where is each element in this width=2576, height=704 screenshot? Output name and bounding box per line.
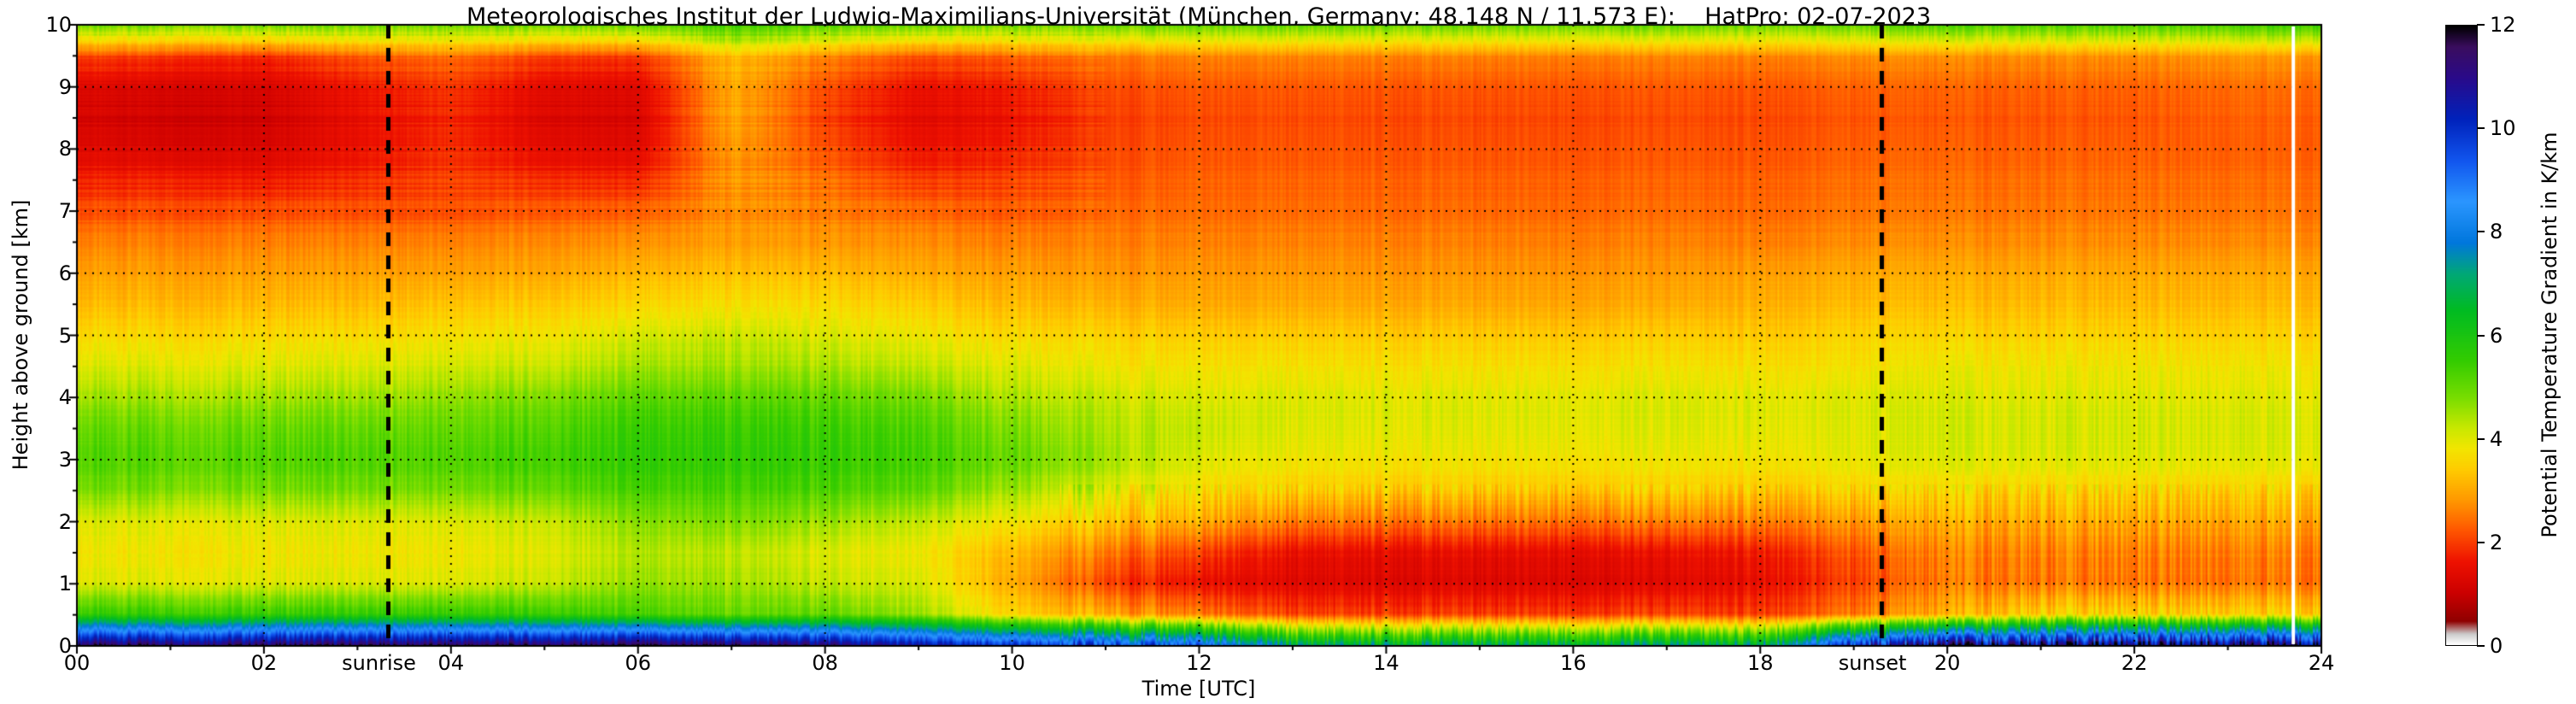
- colorbar: [2445, 25, 2478, 646]
- x-tick-label: 18: [1746, 651, 1774, 675]
- y-tick-label: 9: [58, 74, 72, 99]
- x-tick-label: 02: [250, 651, 278, 675]
- colorbar-tick-label: 2: [2490, 530, 2503, 554]
- colorbar-tick-label: 8: [2490, 220, 2503, 244]
- x-tick-label: 16: [1560, 651, 1587, 675]
- x-tick-label: 10: [999, 651, 1025, 675]
- x-tick-label: 06: [625, 651, 652, 675]
- x-tick-label: 20: [1933, 651, 1961, 675]
- colorbar-tick-mark: [2477, 334, 2485, 337]
- heatmap-plot: [67, 15, 2332, 656]
- grid-overlay-canvas: [67, 15, 2332, 656]
- y-tick-label: 3: [58, 447, 72, 472]
- colorbar-tick-label: 0: [2490, 634, 2503, 658]
- colorbar-tick-mark: [2477, 231, 2485, 233]
- y-tick-label: 4: [58, 385, 72, 410]
- x-tick-label: 22: [2121, 651, 2148, 675]
- y-tick-label: 8: [58, 137, 72, 161]
- y-axis-label: Height above ground [km]: [9, 199, 32, 471]
- y-tick-label: 6: [58, 261, 72, 285]
- colorbar-tick-mark: [2477, 541, 2485, 543]
- y-tick-label: 0: [58, 634, 72, 658]
- y-tick-label: 1: [58, 572, 72, 596]
- x-tick-label: 12: [1186, 651, 1212, 675]
- colorbar-tick-mark: [2477, 437, 2485, 440]
- x-tick-label: 04: [437, 651, 465, 675]
- colorbar-tick-mark: [2477, 24, 2485, 26]
- colorbar-tick-label: 4: [2490, 426, 2503, 451]
- colorbar-label: Potential Temperature Gradient in K/km: [2538, 132, 2561, 538]
- x-tick-label: 24: [2308, 651, 2335, 675]
- x-tick-label: 14: [1373, 651, 1399, 675]
- sunrise-label: sunrise: [342, 651, 416, 675]
- colorbar-tick-mark: [2477, 645, 2485, 647]
- x-tick-label: 08: [812, 651, 838, 675]
- y-tick-label: 7: [58, 199, 72, 224]
- colorbar-tick-mark: [2477, 127, 2485, 130]
- colorbar-tick-label: 10: [2490, 116, 2516, 141]
- y-tick-label: 10: [45, 13, 72, 37]
- y-tick-label: 5: [58, 323, 72, 348]
- x-tick-label: 00: [63, 651, 91, 675]
- colorbar-gradient-canvas: [2446, 26, 2477, 645]
- x-axis-label: Time [UTC]: [1141, 677, 1256, 701]
- y-tick-label: 2: [58, 509, 72, 534]
- sunset-label: sunset: [1838, 651, 1907, 675]
- colorbar-tick-label: 12: [2490, 13, 2516, 37]
- colorbar-tick-label: 6: [2490, 323, 2503, 348]
